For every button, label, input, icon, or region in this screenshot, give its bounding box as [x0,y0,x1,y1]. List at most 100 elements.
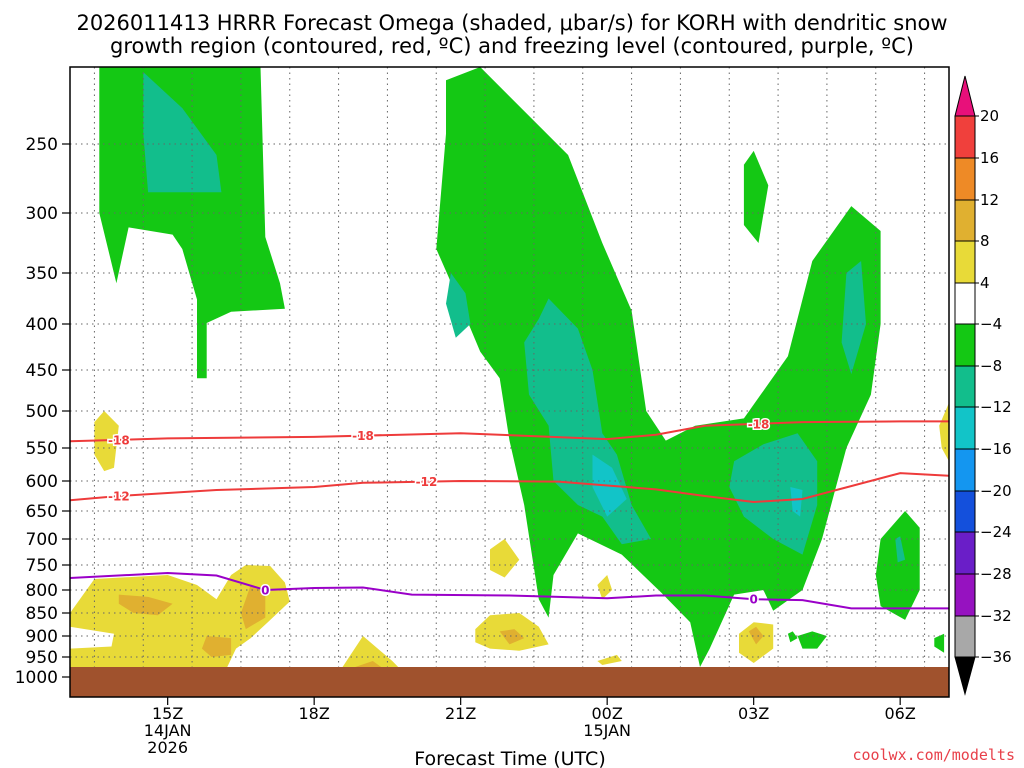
colorbar-segment [954,323,976,367]
x-tick-label: 03Z [738,704,769,723]
colorbar-label: −24 [980,523,1012,541]
y-tick-label: 650 [26,502,58,522]
y-tick-label: 600 [26,472,58,492]
colorbar-label: −4 [980,315,1002,333]
omega-region-8 [841,261,866,375]
colorbar: 20 16 12 8 4 −4 −8 −12 −16 −20 −24 −28 −32 −36 [954,75,1012,696]
x-tick-date: 14JAN [144,721,192,740]
omega-region-14 [787,631,798,643]
isotherm-minus18-label: -18 [108,433,130,447]
x-axis-label: Forecast Time (UTC) [414,748,605,768]
y-tick-label: 850 [26,604,58,624]
colorbar-segment [954,531,976,575]
omega-region-24 [499,629,525,645]
contour-lines: -18 -18 -18 -12 -12 0 0 [70,416,949,610]
omega-region-16 [70,565,290,677]
omega-region-10 [875,511,920,620]
omega-region-4 [524,298,652,545]
omega-region-7 [790,487,803,517]
y-axis: 250 300 350 400 450 500 550 600 650 700 750 800 850 9… [15,135,70,688]
omega-region-28 [748,626,764,645]
omega-region-26 [597,654,622,665]
omega-region-11 [895,536,906,563]
omega-shading [70,67,949,677]
isotherm-minus12-label: -12 [416,475,438,489]
y-tick-label: 300 [26,204,58,224]
y-tick-label: 400 [26,315,58,335]
omega-region-22 [490,539,520,578]
colorbar-label: −36 [980,648,1012,666]
y-tick-label: 900 [26,627,58,647]
omega-region-1 [143,72,222,193]
colorbar-label: −12 [980,398,1012,416]
ground-surface [70,667,949,697]
colorbar-cap-top [954,75,976,117]
y-tick-label: 500 [26,402,58,422]
omega-region-3 [446,273,471,338]
omega-region-12 [797,631,827,649]
y-tick-label: 350 [26,264,58,284]
x-tick-label: 00Z [592,704,623,723]
colorbar-label: −20 [980,482,1012,500]
colorbar-label: −28 [980,565,1012,583]
plot-area: -18 -18 -18 -12 -12 0 0 [70,67,949,697]
x-tick-date: 15JAN [583,721,631,740]
colorbar-label: −16 [980,440,1012,458]
colorbar-segment [954,115,976,159]
isotherm-minus18-label: -18 [748,417,770,431]
plot-frame [69,66,950,698]
y-tick-label: 450 [26,361,58,381]
y-tick-label: 750 [26,556,58,576]
y-tick-label: 250 [26,135,58,155]
y-tick-label: 800 [26,581,58,601]
omega-region-29 [939,402,949,462]
omega-region-17 [118,594,173,616]
x-tick-label: 18Z [299,704,330,723]
colorbar-segment [954,240,976,284]
colorbar-cap-bottom [954,656,976,696]
colorbar-segment [954,573,976,617]
colorbar-segment [954,406,976,450]
colorbar-label: 8 [980,232,990,250]
isotherm-minus12-line [70,472,949,504]
y-tick-label: 950 [26,648,58,668]
freezing-level-line [70,571,949,610]
colorbar-segment [954,157,976,201]
omega-region-25 [597,575,613,600]
colorbar-label: 12 [980,191,999,209]
isotherm-minus18-label: -18 [352,429,374,443]
freezing-level-label: 0 [261,584,269,598]
colorbar-label: −8 [980,357,1002,375]
colorbar-segment [954,490,976,533]
omega-region-13 [934,633,945,653]
y-tick-label: 700 [26,530,58,550]
omega-region-2 [436,67,881,667]
x-tick-label: 06Z [885,704,916,723]
y-tick-label: 1000 [15,668,58,688]
isotherm-minus18-line [70,420,949,443]
y-tick-label: 550 [26,439,58,459]
chart-title-line2: growth region (contoured, red, ºC) and f… [110,34,914,58]
x-tick-label: 15Z [152,704,183,723]
x-tick-year: 2026 [147,738,188,757]
omega-region-18 [240,585,266,630]
omega-region-9 [743,150,769,243]
x-tick-label: 21Z [445,704,476,723]
colorbar-segment [954,282,976,325]
colorbar-label: 4 [980,274,990,292]
colorbar-segment [954,365,976,408]
colorbar-label: −32 [980,607,1012,625]
credit-text: coolwx.com/modelts [852,746,1015,764]
chart-title-line1: 2026011413 HRRR Forecast Omega (shaded, … [76,11,947,35]
omega-region-6 [729,433,818,555]
colorbar-segment [954,615,976,658]
colorbar-label: 16 [980,149,999,167]
colorbar-segment [954,199,976,242]
colorbar-segment [954,448,976,492]
colorbar-label: 20 [980,107,999,125]
isotherm-minus12-label: -12 [108,490,130,504]
omega-region-19 [201,636,232,657]
freezing-level-label: 0 [749,593,757,607]
